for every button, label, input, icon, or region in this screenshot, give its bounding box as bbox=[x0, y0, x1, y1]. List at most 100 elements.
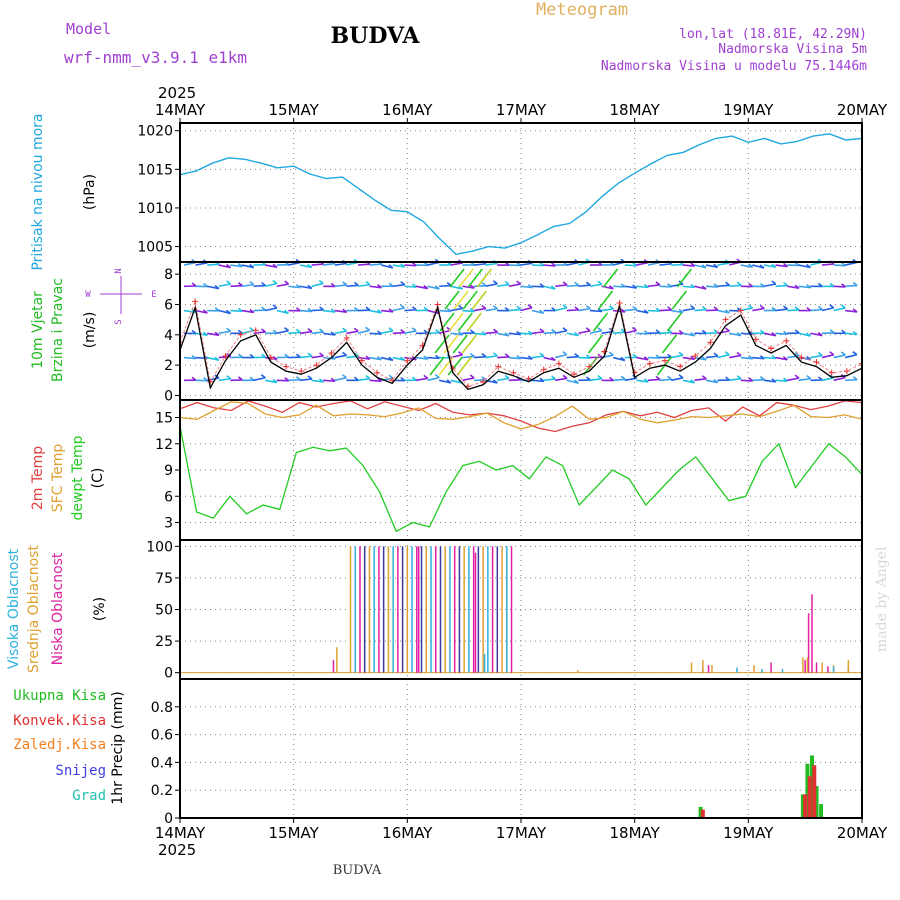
y-tick-label: 6 bbox=[164, 489, 173, 505]
wind-barb-head bbox=[725, 281, 731, 286]
gust-marker bbox=[237, 331, 244, 338]
wind-barb bbox=[450, 332, 463, 336]
wind-barb bbox=[241, 283, 254, 288]
wind-barb bbox=[659, 331, 672, 335]
gust-marker bbox=[540, 366, 547, 373]
wind-barb-head bbox=[701, 329, 707, 335]
wind-barb-head bbox=[701, 264, 707, 269]
wind-barb-head bbox=[307, 375, 313, 380]
wind-barb-head bbox=[713, 306, 719, 311]
wind-barb-head bbox=[759, 304, 765, 310]
wind-barb-head bbox=[214, 307, 220, 312]
precip-bar-convective bbox=[700, 809, 705, 818]
gust-marker bbox=[798, 354, 805, 361]
wind-barb-head bbox=[643, 330, 649, 335]
gust-marker bbox=[328, 349, 335, 356]
wind-barb-head bbox=[736, 351, 742, 357]
wind-barb bbox=[485, 355, 498, 359]
wind-barb-head bbox=[284, 353, 290, 358]
wind-barb-head bbox=[632, 262, 638, 267]
wind-barb-head bbox=[539, 377, 545, 382]
precip-bar-total bbox=[805, 763, 810, 818]
wind-barb bbox=[415, 285, 428, 290]
wind-barb-head bbox=[852, 308, 858, 313]
wind-barb-head bbox=[203, 282, 209, 288]
wind-barb bbox=[821, 354, 834, 359]
wind-barb-head bbox=[690, 262, 696, 267]
y-tick-label: 4 bbox=[164, 328, 173, 344]
wind-barb bbox=[520, 285, 533, 289]
y-tick-label: 0 bbox=[164, 388, 173, 404]
wind-barb-head bbox=[690, 379, 696, 384]
wind-barb-head bbox=[759, 264, 765, 269]
y-tick-label: 6 bbox=[164, 297, 173, 313]
wind-barb-head bbox=[376, 309, 382, 314]
wind-barb bbox=[845, 332, 858, 336]
wind-barb-strong bbox=[449, 268, 465, 288]
wind-barb bbox=[404, 264, 417, 267]
y-tick-label: 1005 bbox=[137, 240, 173, 256]
wind-barb-head bbox=[492, 352, 498, 357]
wind-barb bbox=[299, 378, 313, 382]
wind-barb-head bbox=[481, 282, 487, 287]
wind-barb bbox=[427, 285, 440, 290]
wind-barb bbox=[601, 308, 614, 312]
wind-barb-head bbox=[434, 285, 440, 290]
wind-barb-head bbox=[249, 308, 255, 314]
wind-barb bbox=[207, 285, 220, 290]
wind-barb bbox=[531, 285, 545, 288]
wind-barb-head bbox=[608, 351, 614, 356]
wind-barb-head bbox=[353, 306, 359, 312]
gust-marker bbox=[374, 369, 381, 376]
wind-barb bbox=[404, 356, 417, 361]
wind-barb bbox=[763, 379, 777, 383]
wind-barb bbox=[323, 356, 336, 360]
wind-barb-head bbox=[574, 353, 580, 358]
precip-bar-total bbox=[819, 804, 824, 818]
temp-unit: (C) bbox=[90, 468, 106, 489]
wind-barb-head bbox=[527, 283, 533, 289]
wind-barb bbox=[763, 283, 776, 288]
wind-barb-head bbox=[736, 375, 742, 380]
wind-barb bbox=[473, 284, 487, 288]
x-date-label-bottom: 15MAY bbox=[269, 824, 320, 842]
wind-barb-head bbox=[539, 309, 545, 314]
wind-barb bbox=[404, 330, 417, 335]
wind-barb bbox=[230, 264, 243, 268]
wind-barb-head bbox=[701, 285, 707, 290]
wind-barb bbox=[311, 355, 324, 359]
wind-barb-head bbox=[817, 351, 823, 357]
wind-barb-head bbox=[841, 262, 847, 267]
chart-title: BUDVA bbox=[331, 23, 421, 49]
wind-barb bbox=[381, 309, 394, 313]
wind-barb-head bbox=[516, 280, 522, 285]
wind-barb-head bbox=[539, 283, 545, 288]
wind-barb-head bbox=[377, 330, 383, 335]
wind-barb bbox=[334, 376, 347, 382]
y-tick-label: 1020 bbox=[137, 124, 173, 140]
wind-barb-head bbox=[794, 352, 800, 357]
wind-barb bbox=[508, 332, 521, 336]
wind-barb bbox=[241, 329, 254, 335]
wind-barb-head bbox=[342, 351, 348, 356]
wind-barb-head bbox=[690, 283, 696, 289]
wind-barb bbox=[392, 307, 405, 312]
wind-barb bbox=[450, 307, 463, 312]
wind-barb bbox=[531, 264, 545, 267]
year-top: 2025 bbox=[158, 84, 196, 102]
wind-barb-head bbox=[434, 373, 440, 379]
legend-frozen: Zaledj.Kisa bbox=[13, 737, 106, 753]
t2m-line bbox=[180, 400, 862, 433]
wind-barb-head bbox=[562, 327, 568, 332]
wind-barb-head bbox=[307, 307, 313, 313]
wind-barb-head bbox=[365, 306, 371, 311]
wind-barb bbox=[508, 283, 521, 288]
wind-barb bbox=[473, 355, 487, 359]
wind-barb bbox=[671, 309, 684, 314]
wind-barb-head bbox=[527, 355, 533, 360]
wind-barb bbox=[439, 329, 452, 335]
wind-barb-head bbox=[748, 304, 754, 309]
wind-barb-head bbox=[585, 327, 591, 332]
wind-barb-head bbox=[516, 355, 522, 360]
wind-barb bbox=[624, 264, 637, 267]
